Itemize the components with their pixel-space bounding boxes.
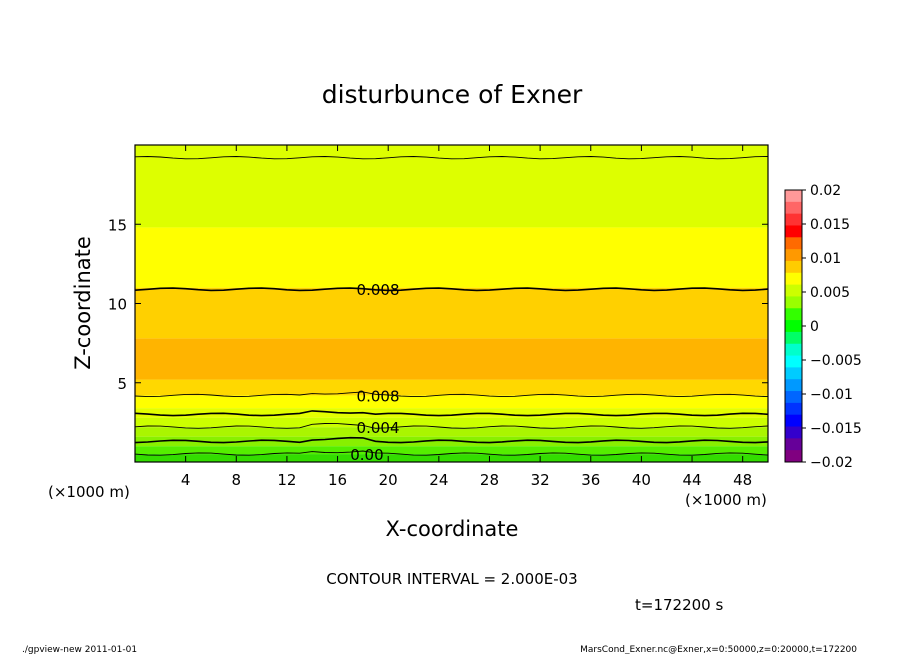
colorbar-swatch-17 xyxy=(785,391,802,404)
colorbar-swatch-13 xyxy=(785,343,802,357)
x-tick-label-1: 8 xyxy=(232,471,242,489)
contour-line-0 xyxy=(134,450,769,456)
contour-band-10 xyxy=(135,227,768,288)
colorbar-swatch-19 xyxy=(785,414,802,428)
colorbar-swatch-18 xyxy=(785,402,802,416)
colorbar-tick-label-7: −0.015 xyxy=(810,421,862,437)
contour-label-0: 0.008 xyxy=(357,281,400,299)
colorbar-swatch-15 xyxy=(785,367,802,380)
colorbar-swatch-14 xyxy=(785,355,802,368)
x-tick-label-10: 44 xyxy=(682,471,701,489)
colorbar-swatch-4 xyxy=(785,237,802,250)
colorbar-swatch-11 xyxy=(785,320,802,333)
contour-band-11 xyxy=(135,145,768,228)
x-axis-ticks: 4 8 12 16 20 24 28 32 36 40 44 48 xyxy=(181,145,752,489)
contour-band-2 xyxy=(135,436,768,447)
x-tick-label-8: 36 xyxy=(581,471,600,489)
x-axis-label: X-coordinate xyxy=(386,517,519,541)
contour-interval-text: CONTOUR INTERVAL = 2.000E-03 xyxy=(326,570,577,588)
x-tick-label-4: 20 xyxy=(379,471,398,489)
time-text: t=172200 s xyxy=(635,596,723,614)
y-axis-ticks: 5 10 15 xyxy=(108,216,768,393)
colorbar-tick-label-3: 0.005 xyxy=(810,285,850,301)
contour-line-4 xyxy=(134,391,769,398)
footer-right: MarsCond_Exner.nc@Exner,x=0:50000,z=0:20… xyxy=(580,645,857,654)
x-tick-label-5: 24 xyxy=(429,471,448,489)
colorbar-swatch-22 xyxy=(785,450,802,463)
colorbar-tick-label-2: 0.01 xyxy=(810,251,841,267)
x-tick-label-0: 4 xyxy=(181,471,191,489)
contour-band-1 xyxy=(135,446,768,455)
x-tick-label-2: 12 xyxy=(277,471,296,489)
contour-line-2 xyxy=(134,423,769,429)
colorbar-tick-label-0: 0.02 xyxy=(810,183,841,199)
colorbar-swatch-16 xyxy=(785,379,802,392)
contour-label-1: 0.008 xyxy=(357,387,400,405)
contour-band-7 xyxy=(135,379,768,396)
chart-title: disturbunce of Exner xyxy=(322,80,583,109)
colorbar-tick-label-1: 0.015 xyxy=(810,217,850,233)
contour-band-5 xyxy=(135,408,768,418)
colorbar-swatch-20 xyxy=(785,426,802,439)
y-axis-label: Z-coordinate xyxy=(71,236,95,370)
colorbar-ticks: 0.02 0.015 0.01 0.005 0 −0.005 −0.01 −0.015 −0.0… xyxy=(802,183,862,471)
colorbar-tick-label-6: −0.01 xyxy=(810,387,853,403)
contour-band-6 xyxy=(135,395,768,409)
y-tick-label-2: 15 xyxy=(108,216,127,234)
colorbar-swatch-5 xyxy=(785,249,802,262)
contour-labels: 0.008 0.008 0.004 0.00 xyxy=(350,281,400,464)
colorbar-swatch-9 xyxy=(785,296,802,309)
x-axis-unit-left: (×1000 m) xyxy=(48,483,130,501)
contour-band-3 xyxy=(135,427,768,437)
colorbar-swatch-3 xyxy=(785,225,802,238)
contour-line-6 xyxy=(134,156,769,160)
colorbar-swatch-10 xyxy=(785,308,802,321)
colorbar-swatch-1 xyxy=(785,201,802,215)
x-tick-label-11: 48 xyxy=(733,471,752,489)
x-tick-label-3: 16 xyxy=(328,471,347,489)
contour-band-9 xyxy=(135,287,768,339)
contour-band-8 xyxy=(135,338,768,380)
contour-label-3: 0.00 xyxy=(350,446,383,464)
y-tick-label-0: 5 xyxy=(117,375,127,393)
contour-band-0 xyxy=(135,454,768,462)
colorbar-swatch-12 xyxy=(785,331,802,345)
footer-left: ./gpview-new 2011-01-01 xyxy=(22,645,137,654)
x-tick-label-7: 32 xyxy=(531,471,550,489)
y-tick-label-1: 10 xyxy=(108,296,127,314)
colorbar-swatch-8 xyxy=(785,284,802,297)
colorbar-tick-label-4: 0 xyxy=(810,319,819,335)
colorbar-swatch-21 xyxy=(785,438,802,451)
contour-lines xyxy=(134,156,769,456)
contour-band-4 xyxy=(135,417,768,428)
colorbar-swatch-0 xyxy=(785,190,802,203)
colorbar-swatch-2 xyxy=(785,213,802,226)
colorbar xyxy=(785,190,802,463)
x-axis-unit-right: (×1000 m) xyxy=(685,491,767,509)
colorbar-tick-label-5: −0.005 xyxy=(810,353,862,369)
contour-label-2: 0.004 xyxy=(357,419,400,437)
colorbar-swatch-6 xyxy=(785,260,802,274)
colorbar-tick-label-8: −0.02 xyxy=(810,455,853,471)
contour-bands xyxy=(135,145,768,462)
contour-line-3 xyxy=(134,410,769,417)
x-tick-label-9: 40 xyxy=(632,471,651,489)
colorbar-swatch-7 xyxy=(785,272,802,286)
contour-line-1 xyxy=(134,436,769,444)
contour-line-5 xyxy=(134,287,769,292)
x-tick-label-6: 28 xyxy=(480,471,499,489)
